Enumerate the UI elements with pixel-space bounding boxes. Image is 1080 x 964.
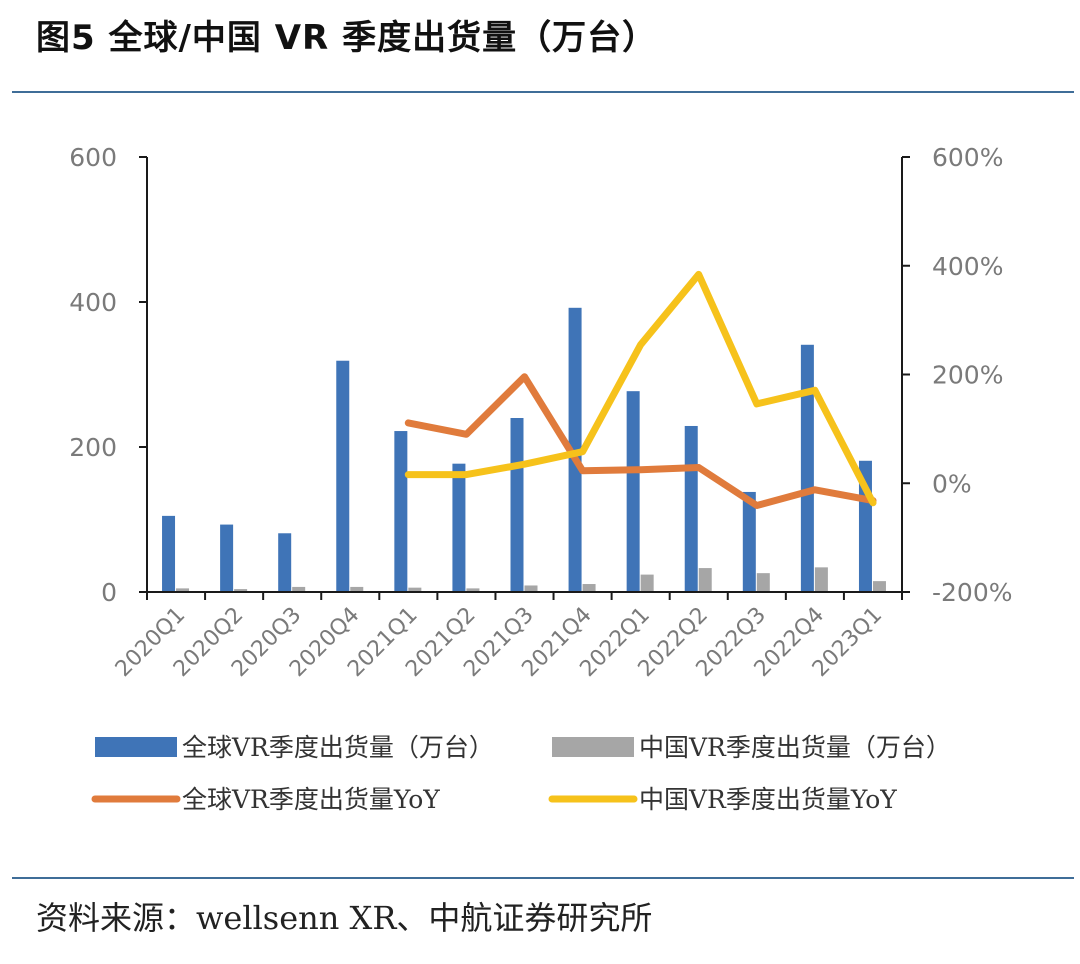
bar-china-2021Q4 xyxy=(582,584,596,592)
bar-global-2020Q4 xyxy=(336,360,350,592)
y-right-tick-label: 200% xyxy=(932,361,1003,390)
bar-global-2021Q1 xyxy=(394,431,408,592)
legend-swatch-china-bar xyxy=(552,737,634,757)
bar-china-2021Q2 xyxy=(466,588,480,592)
top-divider xyxy=(12,91,1074,93)
y-left-tick-label: 600 xyxy=(69,143,117,172)
legend-label-global-yoy: 全球VR季度出货量YoY xyxy=(182,785,440,814)
bar-china-2020Q3 xyxy=(292,586,306,592)
legend-swatch-global-bar xyxy=(95,737,177,757)
source-note: 资料来源：wellsenn XR、中航证券研究所 xyxy=(36,899,653,937)
bar-china-2022Q1 xyxy=(640,574,654,592)
bar-global-2022Q3 xyxy=(742,491,756,592)
line-china-yoy xyxy=(404,270,877,507)
bar-global-2020Q2 xyxy=(220,524,234,592)
bar-global-2020Q1 xyxy=(162,515,176,592)
y-left-tick-label: 200 xyxy=(69,433,117,462)
y-right-tick-label: -200% xyxy=(932,578,1013,607)
line-global-yoy xyxy=(404,373,877,509)
y-right-tick-label: 400% xyxy=(932,252,1003,281)
legend-label-china-yoy: 中国VR季度出货量YoY xyxy=(639,785,897,814)
y-right-tick-label: 0% xyxy=(932,469,972,498)
bar-china-2022Q4 xyxy=(814,567,828,592)
bar-global-2022Q1 xyxy=(626,391,640,592)
bar-china-2020Q1 xyxy=(176,588,190,592)
bar-global-2020Q3 xyxy=(278,533,292,592)
bottom-divider xyxy=(12,877,1074,879)
bar-global-2021Q2 xyxy=(452,463,466,592)
legend-label-china-bar: 中国VR季度出货量（万台） xyxy=(639,733,951,762)
bar-china-2022Q3 xyxy=(756,573,770,592)
y-left-tick-label: 400 xyxy=(69,288,117,317)
bar-china-2020Q2 xyxy=(234,589,248,592)
y-left-tick-label: 0 xyxy=(101,578,117,607)
bar-china-2023Q1 xyxy=(872,581,886,592)
figure-title: 图5 全球/中国 VR 季度出货量（万台） xyxy=(36,18,658,58)
bar-china-2021Q3 xyxy=(524,585,538,592)
legend-label-global-bar: 全球VR季度出货量（万台） xyxy=(182,733,494,762)
bar-china-2022Q2 xyxy=(698,568,712,592)
bar-china-2021Q1 xyxy=(408,587,422,592)
bar-global-2022Q4 xyxy=(800,344,814,592)
y-right-tick-label: 600% xyxy=(932,143,1003,172)
bar-global-2021Q3 xyxy=(510,418,524,592)
bar-china-2020Q4 xyxy=(350,586,364,592)
bar-global-2022Q2 xyxy=(684,425,698,592)
